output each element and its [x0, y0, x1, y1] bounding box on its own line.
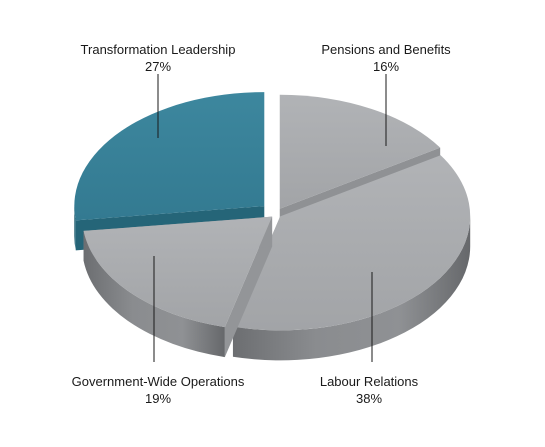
- slice-top: [74, 92, 265, 221]
- slice-inner-wall: [224, 216, 273, 358]
- slice-value-label: 38%: [356, 391, 382, 406]
- slice-top: [279, 94, 441, 209]
- slice-top: [83, 216, 273, 328]
- slice-side: [74, 206, 76, 251]
- slice-value-label: 27%: [145, 59, 171, 74]
- slice-label: Transformation Leadership: [81, 42, 236, 57]
- slice-label: Pensions and Benefits: [321, 42, 451, 57]
- slice-top: [232, 155, 471, 331]
- slice-label: Labour Relations: [320, 374, 419, 389]
- slice-labour-relations: [232, 155, 471, 361]
- slice-value-label: 16%: [373, 59, 399, 74]
- slice-label: Government-Wide Operations: [72, 374, 245, 389]
- slice-government-wide-operations: [83, 216, 273, 358]
- slice-side: [83, 230, 225, 358]
- slice-side: [232, 216, 471, 361]
- slice-value-label: 19%: [145, 391, 171, 406]
